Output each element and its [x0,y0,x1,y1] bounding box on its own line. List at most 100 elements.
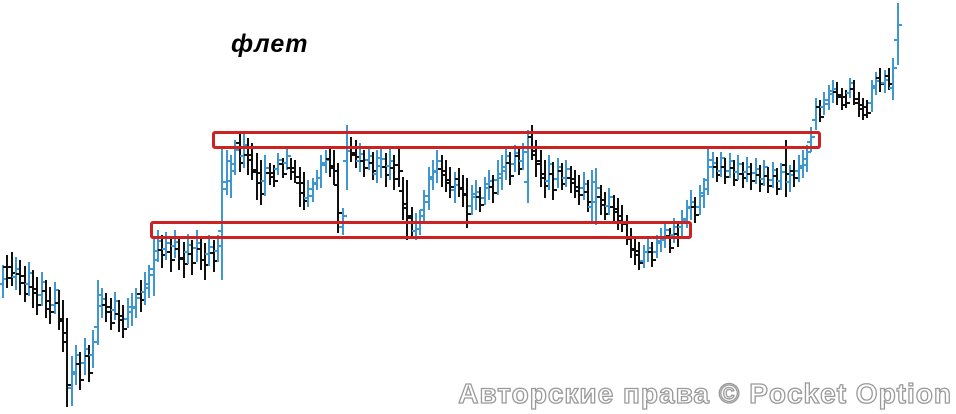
open-tick [291,167,294,169]
ohlc-bar [89,330,97,368]
bar-high-low-line [626,215,628,245]
open-tick [274,168,277,170]
ohlc-bar [102,293,110,322]
ohlc-bar [721,158,729,184]
close-tick [553,189,557,191]
open-tick [567,177,570,179]
bar-high-low-line [879,68,881,92]
close-tick [450,186,454,188]
bar-high-low-line [841,88,843,110]
close-tick [334,170,338,172]
open-tick [12,276,15,278]
bar-high-low-line [656,235,658,258]
ohlc-bar [532,140,540,177]
ohlc-bar [700,178,708,208]
close-tick [687,207,691,209]
ohlc-bar [872,72,880,95]
ohlc-bar [197,237,205,270]
bar-high-low-line [187,234,189,264]
bar-high-low-line [750,163,752,190]
open-tick [816,106,819,108]
bar-high-low-line [36,277,38,315]
ohlc-bar [429,160,437,190]
ohlc-bar [683,200,691,228]
open-tick [442,170,445,172]
bar-high-low-line [527,130,529,203]
open-tick [881,82,884,84]
ohlc-bar [111,292,119,320]
ohlc-bar [85,345,93,382]
open-tick [334,184,337,186]
open-tick [377,165,380,167]
bar-high-low-line [862,98,864,120]
close-tick [235,149,239,151]
bar-high-low-line [634,238,636,265]
ohlc-bar [51,282,59,314]
close-tick [467,213,471,215]
open-tick [210,252,213,254]
open-tick [519,160,522,162]
bar-high-low-line [845,90,847,108]
open-tick [515,155,518,157]
bar-high-low-line [243,133,245,168]
ohlc-bar [756,165,764,192]
close-tick [648,247,652,249]
ohlc-bar [868,80,876,112]
ohlc-bar [459,175,467,207]
close-tick [295,176,299,178]
ohlc-bar [261,155,269,196]
bar-high-low-line [290,158,292,180]
close-tick [80,379,84,381]
close-tick [790,174,794,176]
open-tick [296,182,299,184]
bar-high-low-line [363,150,365,177]
open-tick [726,170,729,172]
open-tick [231,163,234,165]
ohlc-bar [635,242,643,270]
bar-high-low-line [144,272,146,305]
ohlc-bar [489,175,497,203]
close-tick [829,90,833,92]
bar-high-low-line [286,148,288,170]
ohlc-bar [506,152,514,185]
bar-high-low-line [428,167,430,210]
open-tick [0,283,2,285]
close-tick [674,226,678,228]
ohlc-bar [795,155,803,182]
close-tick [760,183,764,185]
ohlc-bar [227,155,235,198]
ohlc-bar [124,298,132,328]
close-tick [179,258,183,260]
close-tick [807,151,811,153]
ohlc-bar [248,143,256,180]
open-tick [764,175,767,177]
open-tick [25,283,28,285]
ohlc-bar [386,148,394,180]
open-tick [369,162,372,164]
bar-high-low-line [669,228,671,253]
bar-high-low-line [337,163,339,233]
bar-high-low-line [320,155,322,188]
close-tick [820,116,824,118]
open-tick [356,160,359,162]
open-tick [653,251,656,253]
open-tick [476,196,479,198]
ohlc-bar [231,140,239,175]
ohlc-bar [863,100,871,118]
ohlc-bar [399,177,407,220]
close-tick [111,322,115,324]
bar-high-low-line [282,158,284,178]
close-tick [248,159,252,161]
close-tick [691,201,695,203]
close-tick [880,83,884,85]
bar-high-low-line [884,70,886,93]
ohlc-bar [463,178,471,228]
close-tick [218,245,222,247]
open-tick [330,165,333,167]
close-tick [313,183,317,185]
open-tick [218,230,221,232]
bar-high-low-line [226,150,228,195]
open-tick [451,189,454,191]
bar-high-low-line [307,180,309,207]
ohlc-bar [38,272,46,306]
